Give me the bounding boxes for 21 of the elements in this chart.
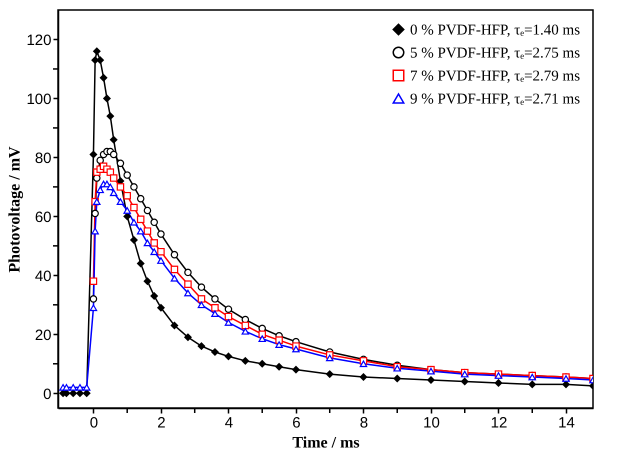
x-tick-label: 4: [224, 414, 234, 432]
x-tick-label: 10: [423, 414, 440, 432]
y-tick-label: 120: [26, 32, 52, 49]
x-tick-label: 14: [558, 414, 575, 432]
y-tick-label: 40: [34, 268, 52, 285]
x-tick-label: 12: [490, 414, 508, 432]
y-tick-label: 100: [26, 90, 52, 108]
y-tick-label: 20: [34, 326, 52, 344]
x-tick-label: 2: [157, 414, 166, 432]
x-tick-label: 0: [90, 414, 98, 432]
x-tick-label: 6: [292, 414, 301, 432]
x-axis-title: Time / ms: [292, 434, 360, 452]
legend-label: 7 % PVDF-HFP, τₑ=2.79 ms: [410, 68, 580, 84]
y-tick-label: 60: [34, 208, 52, 226]
legend-label: 0 % PVDF-HFP, τₑ=1.40 ms: [410, 22, 580, 38]
legend-label: 5 % PVDF-HFP, τₑ=2.75 ms: [410, 46, 580, 62]
x-tick-label: 8: [360, 414, 368, 432]
y-axis-title: Photovoltage / mV: [6, 146, 24, 273]
legend-label: 9 % PVDF-HFP, τₑ=2.71 ms: [410, 92, 580, 108]
y-tick-label: 80: [34, 150, 52, 167]
y-tick-label: 0: [43, 386, 52, 403]
